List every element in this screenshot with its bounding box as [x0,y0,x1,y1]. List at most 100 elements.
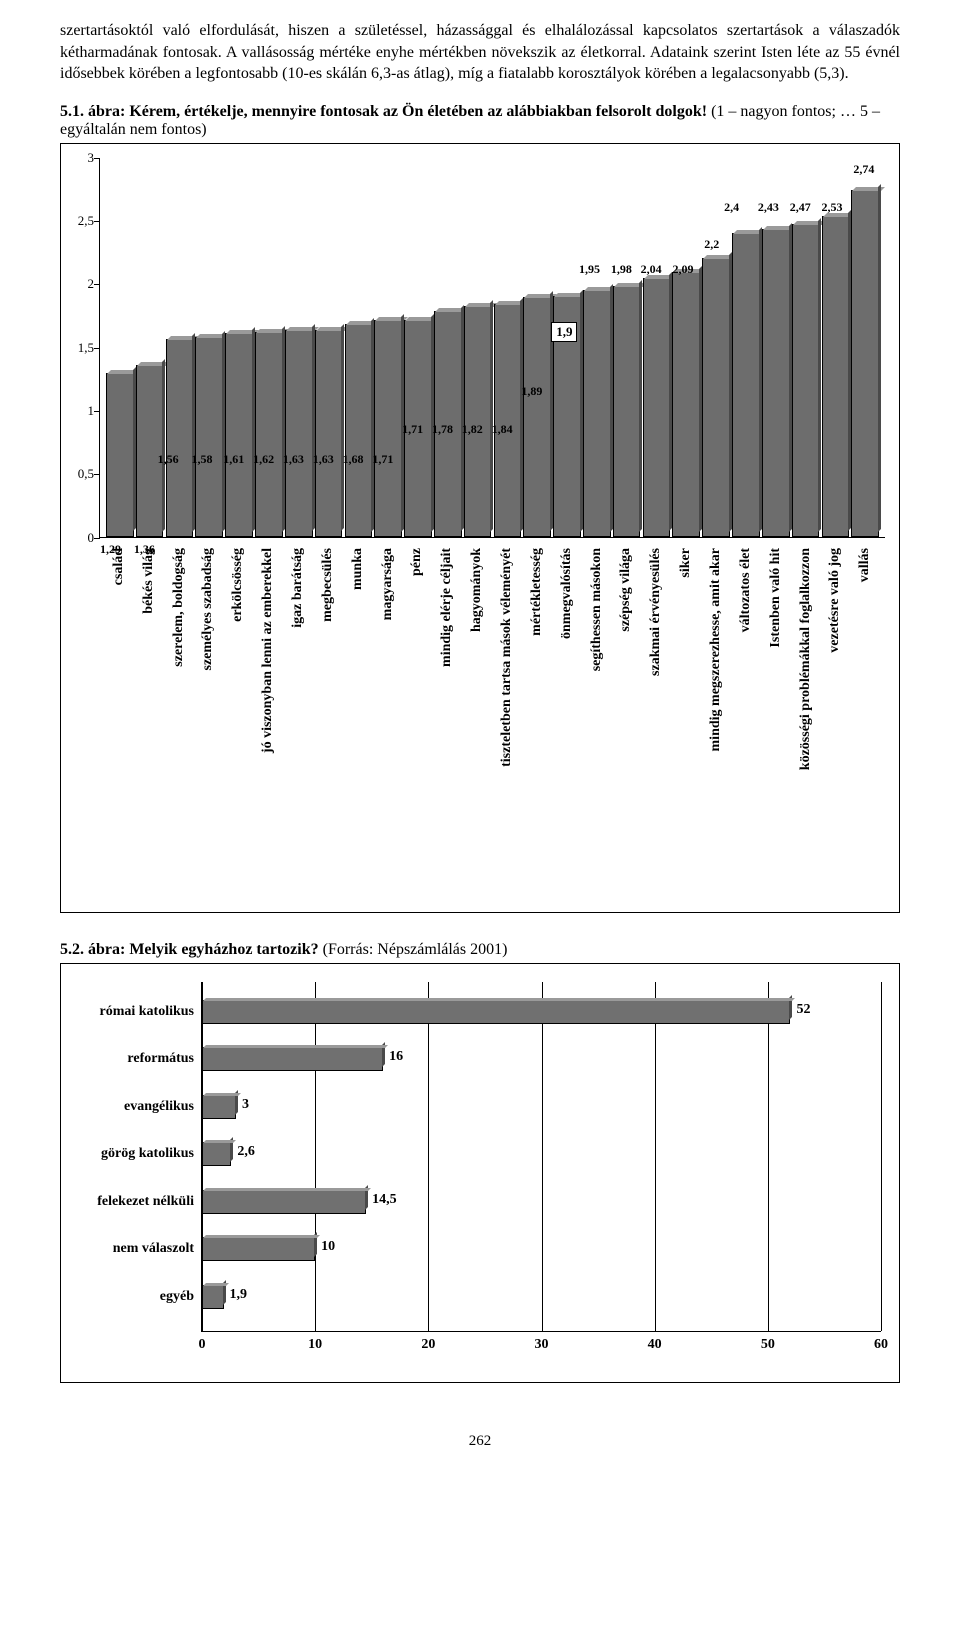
chart2-bars: római katolikus52református16evangélikus… [202,982,881,1331]
chart1-bar-slot: 2,4 [732,158,760,537]
chart1-value-label: 1,89 [521,384,542,399]
chart1-category-label: erkölcsösség [230,548,246,622]
chart1-bar-slot: 2,53 [822,158,850,537]
chart1-category-label: pénz [409,548,425,576]
chart1-category-label: változatos élet [738,548,754,632]
chart1-bar-slot: 2,43 [762,158,790,537]
chart1-category-label: mindig elérje céljait [439,548,455,667]
chart2-value-label: 10 [321,1239,335,1255]
fig1-caption-bold: 5.1. ábra: Kérem, értékelje, mennyire fo… [60,103,707,120]
chart1-xlabel-slot: vallás [851,548,879,898]
chart1-category-label: segíthessen másokon [589,548,605,671]
fig1-caption: 5.1. ábra: Kérem, értékelje, mennyire fo… [60,103,900,139]
chart1-bar-slot: 1,89 [523,158,551,537]
chart1-category-label: Istenben való hit [768,548,784,648]
chart1-xlabel-slot: munka [344,548,372,898]
chart1-bar-slot: 1,36 [136,158,164,537]
chart1-category-label: munka [350,548,366,590]
chart1-xlabel-slot: szépség világa [613,548,641,898]
chart1-bar-slot: 1,68 [345,158,373,537]
chart1-xlabel-slot: személyes szabadság [195,548,223,898]
chart1-value-label: 1,63 [283,452,304,467]
chart1-xlabel-slot: szerelem, boldogság [165,548,193,898]
chart1-category-label: szakmai érvényesülés [648,548,664,676]
chart2-value-label: 16 [389,1049,403,1065]
chart2-category-label: római katolikus [72,1004,194,1020]
chart1-ylabel: 1,5 [68,340,94,356]
chart1-bar-slot: 1,56 [166,158,194,537]
chart1-bar-slot: 1,63 [285,158,313,537]
chart1-value-label: 1,71 [372,452,393,467]
fig2-caption: 5.2. ábra: Melyik egyházhoz tartozik? (F… [60,941,900,959]
chart1-value-label: 2,04 [641,262,662,277]
chart2-value-label: 14,5 [372,1192,397,1208]
chart1-value-label: 2,4 [724,200,739,215]
chart1-bar [672,272,700,537]
chart1-ytick [94,538,100,539]
chart2-row: református16 [202,1047,881,1075]
chart1-xlabel-slot: segíthessen másokon [583,548,611,898]
chart1-bar [523,297,551,536]
chart1-bar [195,337,223,537]
chart2-category-label: evangélikus [72,1099,194,1115]
chart1-value-label: 2,2 [704,237,719,252]
chart1-bar-slot: 1,98 [613,158,641,537]
chart1-value-label: 2,53 [822,200,843,215]
chart-1-plot: 00,511,522,531,291,361,561,581,611,621,6… [99,158,885,538]
chart1-xlabel-slot: igaz barátság [284,548,312,898]
chart1-bar [762,229,790,537]
chart1-bar [732,233,760,537]
chart1-bar [315,330,343,536]
chart1-xlabel-slot: közösségi problémákkal foglalkozzon [792,548,820,898]
body-paragraph: szertartásoktól való elfordulását, hisze… [60,20,900,85]
chart1-xlabel-slot: önmegvalósítás [553,548,581,898]
chart1-value-label: 1,63 [313,452,334,467]
chart1-bar [494,304,522,537]
chart1-xlabel-slot: pénz [404,548,432,898]
chart-2-plot: 0102030405060római katolikus52református… [201,982,881,1332]
chart1-bar-slot: 2,09 [672,158,700,537]
chart1-bar [374,320,402,537]
chart2-category-label: görög katolikus [72,1146,194,1162]
chart1-ylabel: 3 [68,150,94,166]
chart2-bar [202,1142,231,1166]
chart1-category-label: önmegvalósítás [559,548,575,639]
fig2-caption-bold: 5.2. ábra: Melyik egyházhoz tartozik? [60,941,319,958]
chart1-category-label: mértékletesség [529,548,545,636]
chart1-bar [792,224,820,537]
chart2-bar [202,1095,236,1119]
chart1-bar-slot: 1,62 [255,158,283,537]
chart2-row: nem válaszolt10 [202,1237,881,1265]
chart2-value-label: 1,9 [230,1287,248,1303]
chart1-bar-slot: 2,47 [792,158,820,537]
chart1-value-label: 1,84 [492,422,513,437]
chart1-bar [345,324,373,537]
chart1-xlabel-slot: mindig megszerezhesse, amit akar [702,548,730,898]
chart1-category-label: vezetésre való jog [827,548,843,653]
chart1-category-label: család [111,548,127,585]
page-number: 262 [60,1433,900,1450]
chart1-ylabel: 1 [68,403,94,419]
chart1-value-label: 2,09 [672,262,693,277]
chart1-value-label: 1,98 [611,262,632,277]
chart1-ylabel: 0 [68,530,94,546]
chart2-bar [202,1285,224,1309]
chart2-xtick-label: 60 [874,1337,888,1353]
chart1-bar-slot: 1,61 [225,158,253,537]
chart1-xlabel-slot: erkölcsösség [224,548,252,898]
chart1-bar-slot: 1,58 [195,158,223,537]
chart1-category-label: vallás [857,548,873,582]
chart-1-frame: 00,511,522,531,291,361,561,581,611,621,6… [60,143,900,913]
chart1-bar-slot: 1,95 [583,158,611,537]
chart1-bar-slot: 1,82 [464,158,492,537]
chart1-ylabel: 0,5 [68,466,94,482]
chart2-category-label: egyéb [72,1289,194,1305]
chart1-value-label: 2,43 [758,200,779,215]
chart1-bar-slot: 1,71 [374,158,402,537]
chart1-bar [255,332,283,537]
chart1-bar [136,365,164,537]
chart1-bar [643,278,671,536]
chart1-bar [583,290,611,537]
chart2-gridline [881,982,882,1331]
chart2-xtick-label: 10 [308,1337,322,1353]
